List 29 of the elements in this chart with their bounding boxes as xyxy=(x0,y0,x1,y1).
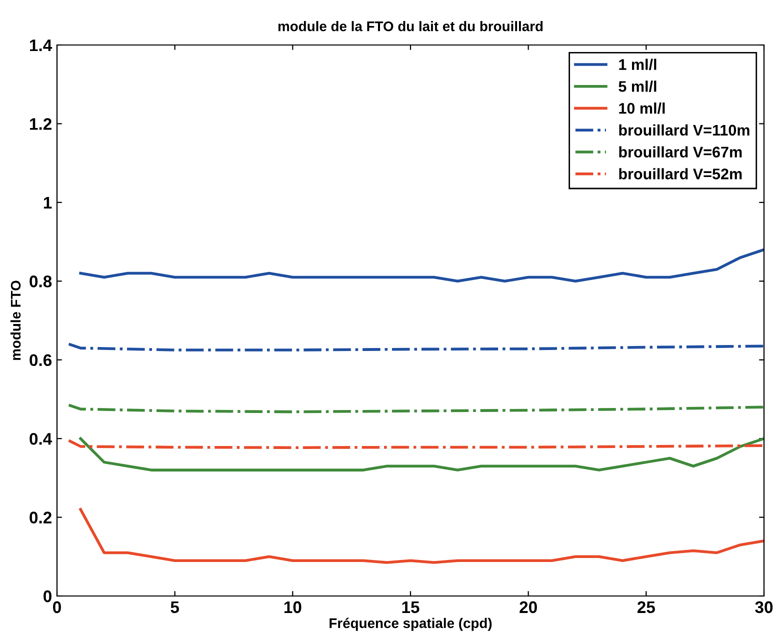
x-tick-label: 25 xyxy=(637,601,655,614)
y-tick-label: 0.4 xyxy=(30,432,52,445)
x-axis-title: Fréquence spatiale (cpd) xyxy=(330,618,492,631)
legend-label: brouillard V=110m xyxy=(619,124,750,136)
y-tick-label: 1 xyxy=(44,197,52,208)
line-series xyxy=(79,508,764,564)
y-axis-title: module FTO xyxy=(10,280,21,360)
line-series xyxy=(67,404,764,414)
x-tick-label: 20 xyxy=(520,601,537,614)
x-tick-label: 30 xyxy=(755,601,773,614)
x-tick-label: 0 xyxy=(53,601,61,614)
y-tick-label: 0.2 xyxy=(30,512,52,524)
legend-label: 10 ml/l xyxy=(619,102,665,114)
x-tick-label: 15 xyxy=(402,601,420,614)
y-tick-label: 0.6 xyxy=(30,354,52,366)
line-series xyxy=(79,248,764,283)
y-tick-label: 0.8 xyxy=(30,276,52,288)
line-series xyxy=(67,439,764,450)
legend-label: brouillard V=52m xyxy=(619,168,742,180)
y-tick-label: 0 xyxy=(44,590,52,602)
x-tick-label: 5 xyxy=(170,601,180,614)
legend-label: 1 ml/l xyxy=(619,58,656,70)
legend-label: brouillard V=67m xyxy=(619,146,742,158)
line-series xyxy=(79,437,764,472)
legend-label: 5 ml/l xyxy=(618,80,656,92)
y-tick-label: 1.2 xyxy=(30,118,52,130)
chart-title: module de la FTO du lait et du brouillard xyxy=(278,21,543,32)
y-tick-label: 1.4 xyxy=(30,40,52,52)
x-tick-label: 10 xyxy=(284,601,302,614)
